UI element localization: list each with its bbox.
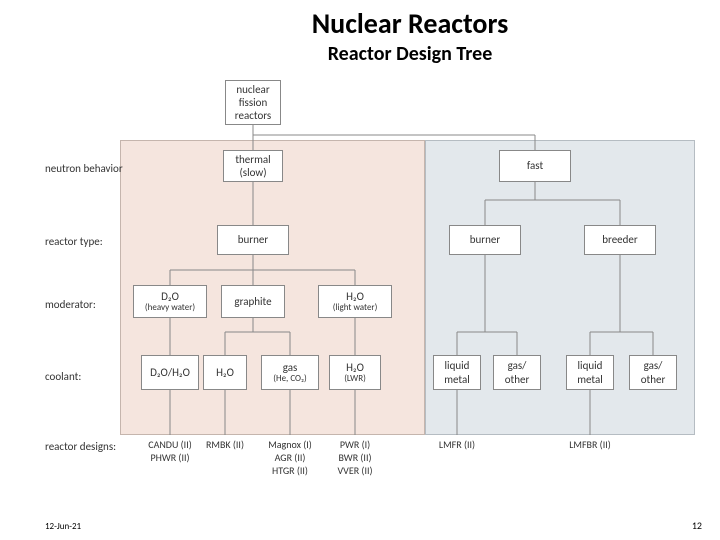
node-cool-f4: gas/ other <box>629 355 677 390</box>
cool-f2-l1: gas/ <box>508 359 527 372</box>
reactor-tree-diagram: neutron behavior reactor type: moderator… <box>45 80 700 500</box>
cool-f2-l2: other <box>505 373 530 386</box>
cool-f3-l1: liquid <box>578 359 603 372</box>
root-l2: fission <box>239 96 268 109</box>
node-cool-f1: liquid metal <box>433 355 481 390</box>
d4-l2: BWR (II) <box>338 451 371 464</box>
d4-l1: PWR (I) <box>340 438 370 451</box>
cool-f4-l2: other <box>641 373 666 386</box>
mod-d2o-l1: D₂O <box>161 290 179 303</box>
row-moderator: moderator: <box>45 298 96 311</box>
slide-title: Nuclear Reactors <box>0 6 720 41</box>
d3-l2: AGR (II) <box>275 451 306 464</box>
df1: LMFR (II) <box>439 438 475 451</box>
d4-l3: VVER (II) <box>337 464 372 477</box>
root-l3: reactors <box>235 109 271 122</box>
node-mod-d2o: D₂O (heavy water) <box>133 285 207 318</box>
design-1: CANDU (II) PHWR (II) <box>137 438 203 464</box>
thermal-burner-label: burner <box>238 233 268 246</box>
node-cool-f2: gas/ other <box>493 355 541 390</box>
cool-t4-l1: H₂O <box>346 361 364 374</box>
node-fast-breeder: breeder <box>584 225 656 255</box>
design-4: PWR (I) BWR (II) VVER (II) <box>327 438 383 477</box>
thermal-l2: (slow) <box>239 166 266 179</box>
node-cool-t3: gas (He, CO₂) <box>261 355 319 390</box>
node-mod-h2o: H₂O (light water) <box>318 285 392 318</box>
root-l1: nuclear <box>236 83 269 96</box>
cool-f4-l1: gas/ <box>644 359 663 372</box>
row-designs: reactor designs: <box>45 440 116 453</box>
mod-d2o-l2: (heavy water) <box>145 303 195 314</box>
d3-l3: HTGR (II) <box>272 464 308 477</box>
cool-t2: H₂O <box>216 366 234 379</box>
row-type: reactor type: <box>45 235 103 248</box>
design-f1: LMFR (II) <box>429 438 485 451</box>
footer-page: 12 <box>692 519 702 532</box>
cool-t4-l2: (LWR) <box>344 374 366 385</box>
df2: LMFBR (II) <box>569 438 611 451</box>
mod-h2o-l1: H₂O <box>346 290 364 303</box>
fast-breeder-label: breeder <box>602 233 638 246</box>
node-fast-burner: burner <box>449 225 521 255</box>
cool-t1: D₂O/H₂O <box>150 366 190 379</box>
design-f2: LMFBR (II) <box>561 438 619 451</box>
design-3: Magnox (I) AGR (II) HTGR (II) <box>259 438 321 477</box>
d1-l1: CANDU (II) <box>148 438 192 451</box>
row-coolant: coolant: <box>45 370 81 383</box>
node-mod-graphite: graphite <box>221 285 285 318</box>
design-2: RMBK (II) <box>199 438 251 451</box>
node-cool-t2: H₂O <box>203 355 247 390</box>
cool-t3-l1: gas <box>283 361 298 374</box>
footer-date: 12-Jun-21 <box>45 521 81 532</box>
fast-panel <box>425 140 695 435</box>
cool-f3-l2: metal <box>577 373 603 386</box>
node-cool-t4: H₂O (LWR) <box>329 355 381 390</box>
slide-subtitle: Reactor Design Tree <box>0 42 720 66</box>
d3-l1: Magnox (I) <box>268 438 312 451</box>
node-thermal-burner: burner <box>217 225 289 255</box>
fast-burner-label: burner <box>470 233 500 246</box>
d1-l2: PHWR (II) <box>150 451 189 464</box>
fast-label: fast <box>527 159 543 172</box>
node-fast: fast <box>499 150 571 182</box>
mod-h2o-l2: (light water) <box>333 303 378 314</box>
node-thermal: thermal (slow) <box>223 150 283 182</box>
cool-f1-l2: metal <box>444 373 470 386</box>
node-root: nuclear fission reactors <box>225 80 281 125</box>
node-cool-f3: liquid metal <box>566 355 614 390</box>
mod-graphite-label: graphite <box>234 295 271 308</box>
cool-f1-l1: liquid <box>445 359 470 372</box>
node-cool-t1: D₂O/H₂O <box>141 355 199 390</box>
d2: RMBK (II) <box>206 438 244 451</box>
thermal-l1: thermal <box>235 153 270 166</box>
row-neutron: neutron behavior <box>45 162 123 175</box>
cool-t3-l2: (He, CO₂) <box>273 374 307 385</box>
